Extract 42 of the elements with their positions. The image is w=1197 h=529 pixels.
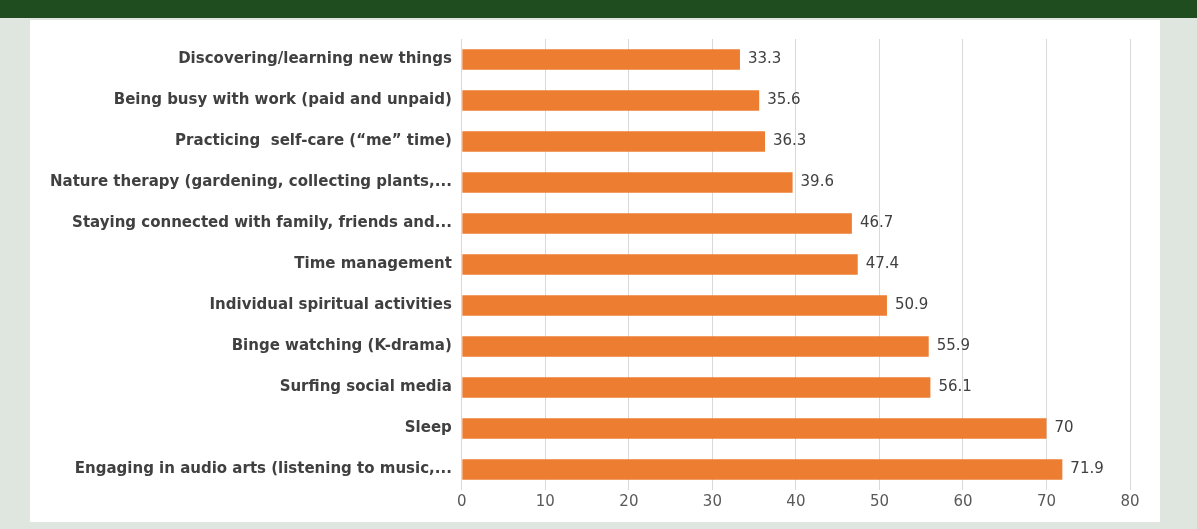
y-tick-label: Engaging in audio arts (listening to music,... xyxy=(74,459,452,478)
data-label: 47.4 xyxy=(865,254,900,273)
bar xyxy=(462,172,793,193)
bar xyxy=(462,295,887,316)
data-label: 35.6 xyxy=(767,90,801,109)
y-tick-label: Binge watching (K-drama) xyxy=(231,336,452,355)
y-tick-label: Time management xyxy=(294,254,452,273)
x-tick-label: 20 xyxy=(619,491,639,510)
x-tick-label: 30 xyxy=(702,491,722,510)
x-tick-label: 50 xyxy=(869,491,889,510)
x-tick-label: 10 xyxy=(535,491,555,510)
data-label: 70 xyxy=(1054,418,1074,437)
bar xyxy=(462,336,929,357)
data-label: 55.9 xyxy=(936,336,971,355)
y-tick-label: Nature therapy (gardening, collecting plants,... xyxy=(50,172,452,191)
y-tick-label: Discovering/learning new things xyxy=(178,49,452,68)
bar xyxy=(462,213,852,234)
x-tick-label: 70 xyxy=(1036,491,1057,510)
bar xyxy=(462,131,766,152)
bar xyxy=(462,254,858,275)
data-label: 36.3 xyxy=(773,131,807,150)
data-label: 33.3 xyxy=(747,49,782,68)
x-tick-label: 40 xyxy=(786,491,806,510)
x-tick-label: 60 xyxy=(953,491,973,510)
x-tick-label: 80 xyxy=(1120,491,1140,510)
bar xyxy=(462,377,931,398)
data-label: 50.9 xyxy=(894,295,929,314)
data-label: 39.6 xyxy=(800,172,834,191)
y-tick-label: Staying connected with family, friends and... xyxy=(72,213,452,232)
y-tick-label: Individual spiritual activities xyxy=(209,295,452,314)
data-label: 71.9 xyxy=(1070,459,1104,478)
y-tick-label: Being busy with work (paid and unpaid) xyxy=(113,90,452,109)
data-label: 46.7 xyxy=(859,213,894,232)
bar xyxy=(462,418,1047,439)
bar xyxy=(462,49,740,70)
data-label: 56.1 xyxy=(938,377,972,396)
y-tick-label: Sleep xyxy=(404,418,453,437)
bar xyxy=(462,459,1063,480)
x-tick-label: 0 xyxy=(457,491,467,510)
y-tick-label: Surfing social media xyxy=(279,377,452,396)
bar xyxy=(462,90,760,111)
y-tick-label: Practicing self-care (“me” time) xyxy=(175,131,452,150)
